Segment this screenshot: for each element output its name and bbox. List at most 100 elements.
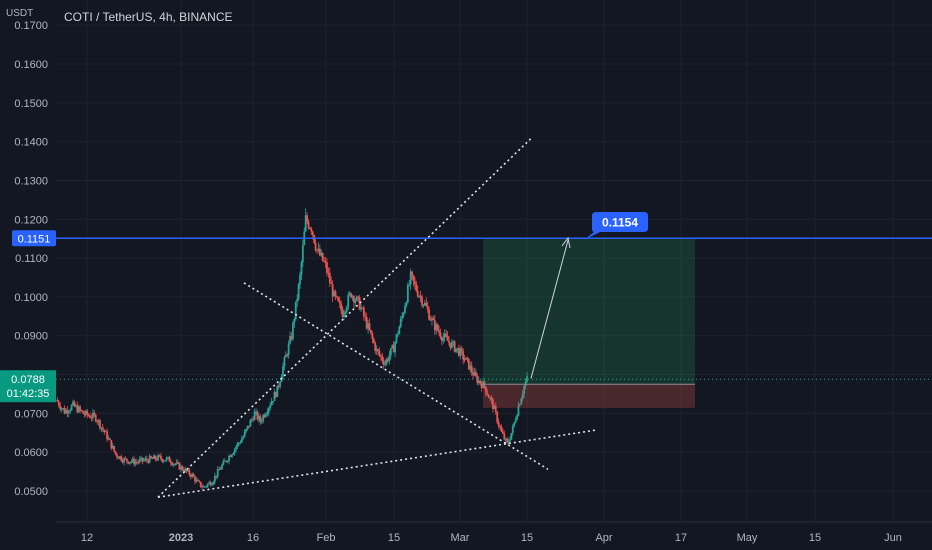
candle-body xyxy=(379,355,382,357)
candle-body xyxy=(398,326,401,335)
candle-body xyxy=(377,349,379,352)
candle-body xyxy=(97,420,100,422)
candle-body xyxy=(351,296,354,298)
candle-body xyxy=(513,422,516,427)
candle-body xyxy=(73,401,76,407)
candle-body xyxy=(500,427,503,432)
candle-body xyxy=(150,456,152,459)
candle-body xyxy=(501,431,504,434)
candle-body xyxy=(360,307,362,310)
candle-body xyxy=(355,296,358,301)
candle-body xyxy=(316,249,318,251)
candle-body xyxy=(324,261,327,263)
candle-body xyxy=(250,419,253,421)
candle-body xyxy=(80,410,83,412)
candle-body xyxy=(492,399,494,409)
candle-body xyxy=(205,486,208,488)
candle-body xyxy=(354,300,357,303)
candle-body xyxy=(381,356,384,362)
candle-body xyxy=(317,248,320,251)
candle-body xyxy=(191,473,194,477)
candle-body xyxy=(440,337,443,341)
candle-body xyxy=(462,351,465,360)
candle-body xyxy=(459,348,462,356)
candle-body xyxy=(341,310,344,317)
candle-body xyxy=(116,454,118,457)
candle-body xyxy=(422,304,425,306)
candle-body xyxy=(201,486,204,488)
candle-body xyxy=(469,365,472,370)
candle-body xyxy=(147,460,150,463)
candle-body xyxy=(442,337,445,341)
candle-body xyxy=(219,468,222,470)
candle-body xyxy=(344,311,347,314)
candle-body xyxy=(167,456,169,458)
candle-body xyxy=(245,429,248,432)
candle-body xyxy=(276,385,279,397)
x-tick-label: Apr xyxy=(595,532,612,544)
symbol-title[interactable]: COTI / TetherUS, 4h, BINANCE xyxy=(64,10,233,24)
candle-body xyxy=(111,445,114,449)
candle-body xyxy=(338,301,341,304)
candle-body xyxy=(266,412,269,415)
candle-body xyxy=(484,386,487,393)
candle-body xyxy=(452,341,455,343)
candle-body xyxy=(265,414,267,417)
x-tick-label: 15 xyxy=(388,532,400,544)
candle-body xyxy=(198,481,201,483)
candle-body xyxy=(160,455,162,460)
candle-body xyxy=(401,315,404,319)
candle-body xyxy=(248,425,250,427)
candle-body xyxy=(521,393,524,399)
candle-body xyxy=(86,410,89,415)
candle-body xyxy=(151,458,154,460)
candle-body xyxy=(279,381,282,387)
candle-body xyxy=(301,245,304,263)
x-tick-label: 16 xyxy=(247,532,259,544)
candle-body xyxy=(453,341,456,352)
resistance-price-badge: 0.1151 xyxy=(12,230,56,247)
candle-body xyxy=(402,312,405,316)
y-tick-label: 0.0700 xyxy=(14,408,48,420)
candle-body xyxy=(83,413,86,415)
candle-body xyxy=(57,401,60,406)
candle-body xyxy=(350,293,352,298)
candle-body xyxy=(161,459,164,462)
y-tick-label: 0.1100 xyxy=(15,253,48,265)
candle-body xyxy=(438,330,440,333)
callout-box xyxy=(584,212,648,240)
x-tick-label: May xyxy=(737,532,758,544)
time-axis[interactable]: 12 2023 16 Feb 15 Mar 15 Apr 17 May 15 Jun xyxy=(56,521,932,544)
target-callout: 0.1154 xyxy=(584,212,648,240)
candle-body xyxy=(311,231,314,236)
candle-body xyxy=(174,463,177,465)
candle-body xyxy=(306,215,309,222)
candle-body xyxy=(489,397,492,399)
candle-body xyxy=(283,357,286,367)
x-tick-label: Feb xyxy=(317,532,336,544)
candle-body xyxy=(343,313,345,317)
candle-body xyxy=(109,438,111,441)
candle-body xyxy=(110,440,113,449)
price-axis[interactable]: 0.05000.06000.07000.08000.09000.10000.11… xyxy=(0,20,56,498)
x-tick-label: 17 xyxy=(675,532,687,544)
candle-body xyxy=(175,462,178,464)
candle-body xyxy=(87,414,90,416)
y-tick-label: 0.1500 xyxy=(14,98,48,110)
candle-body xyxy=(421,296,423,306)
candle-body xyxy=(222,460,225,465)
candle-body xyxy=(326,262,328,273)
candle-body xyxy=(337,297,340,302)
candle-body xyxy=(123,458,125,463)
candle-body xyxy=(499,425,501,428)
candle-body xyxy=(475,371,477,377)
candle-body xyxy=(140,457,143,460)
candle-body xyxy=(361,307,364,309)
candle-body xyxy=(89,415,91,418)
candle-body xyxy=(262,415,265,422)
candle-body xyxy=(397,334,399,336)
candle-body xyxy=(387,359,389,361)
candle-body xyxy=(84,410,87,415)
candle-body xyxy=(307,221,310,229)
